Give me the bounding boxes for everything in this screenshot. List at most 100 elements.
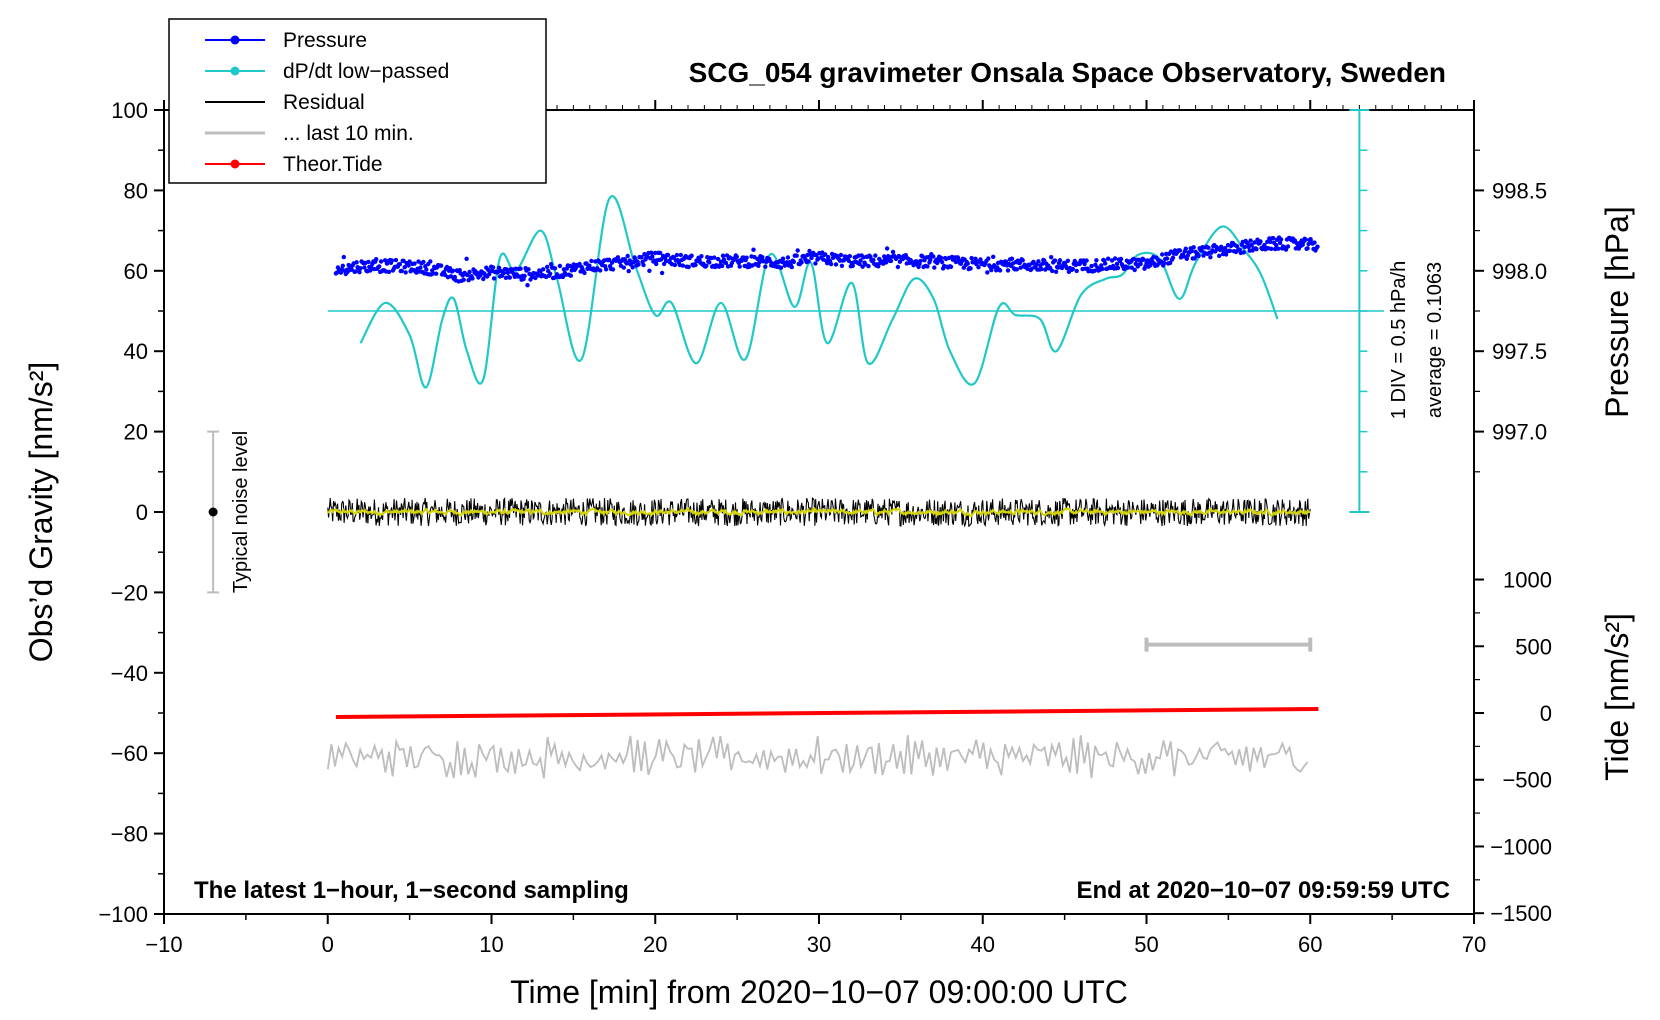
noise-label-text: Typical noise level — [230, 431, 252, 593]
y-tick-label: 80 — [124, 178, 148, 203]
pressure-point — [545, 264, 550, 270]
pressure-point — [1009, 256, 1015, 261]
pressure-point — [338, 270, 344, 275]
pressure-point — [763, 264, 768, 269]
pressure-point — [625, 253, 630, 259]
pressure-point — [403, 270, 408, 275]
pressure-point — [1115, 265, 1121, 271]
pressure-point — [491, 276, 497, 281]
pressure-point — [918, 258, 923, 264]
pressure-point — [1305, 246, 1310, 251]
pressure-point — [1248, 238, 1253, 243]
legend-marker — [230, 66, 240, 76]
pressure-point — [1177, 248, 1183, 253]
pressure-point — [393, 257, 399, 263]
pressure-point — [866, 264, 871, 269]
x-tick-label: 0 — [322, 932, 334, 957]
pressure-point — [672, 262, 678, 268]
pressure-point — [450, 268, 456, 273]
pressure-point — [481, 276, 486, 282]
legend-label: Pressure — [283, 29, 367, 52]
pressure-point — [720, 253, 726, 258]
pressure-point — [421, 259, 426, 265]
pressure-point — [397, 262, 402, 267]
pressure-point — [1234, 244, 1240, 249]
pressure-point — [650, 254, 655, 259]
pressure-point — [925, 264, 930, 269]
pressure-point — [1277, 240, 1283, 246]
pressure-point — [883, 260, 889, 265]
pressure-point — [447, 266, 453, 271]
pressure-point — [552, 266, 558, 271]
pressure-point — [1092, 268, 1097, 273]
legend: Pressure dP/dt low−passed Residual ... last… — [168, 18, 547, 184]
pressure-point — [568, 273, 573, 278]
pressure-point — [461, 277, 466, 282]
y-tick-label: −80 — [111, 822, 148, 847]
pressure-point — [756, 263, 761, 268]
pressure-point — [857, 261, 862, 267]
pressure-point — [1118, 256, 1124, 262]
pressure-point — [1014, 267, 1019, 272]
pressure-point — [1167, 260, 1173, 266]
pressure-point — [658, 257, 664, 262]
pressure-point — [973, 256, 978, 261]
chart-title: SCG_054 gravimeter Onsala Space Observat… — [689, 57, 1446, 88]
pressure-point — [1039, 266, 1044, 272]
pressure-point — [464, 256, 469, 261]
pressure-point — [358, 266, 363, 271]
pressure-point — [1103, 261, 1108, 266]
series-layer — [207, 109, 1384, 779]
pressure-point — [789, 264, 794, 270]
pressure-point — [1094, 258, 1099, 263]
pressure-point — [828, 261, 834, 267]
pressure-point — [1074, 268, 1079, 274]
pressure-point — [526, 267, 531, 272]
pressure-point — [603, 267, 609, 272]
pressure-point — [525, 283, 530, 288]
pressure-point — [778, 265, 784, 270]
pressure-point — [1020, 258, 1025, 263]
pressure-point — [598, 268, 603, 273]
pressure-point — [496, 265, 502, 270]
pressure-point — [858, 258, 863, 263]
pressure-point — [1196, 253, 1201, 259]
x-axis-title: Time [min] from 2020−10−07 09:00:00 UTC — [510, 974, 1128, 1010]
pressure-point — [1099, 263, 1104, 268]
pressure-point — [871, 257, 876, 263]
pressure-point — [465, 272, 470, 278]
div-label: 1 DIV = 0.5 hPa/h — [1388, 261, 1410, 419]
tide-tick-label: 500 — [1515, 634, 1552, 659]
pressure-point — [504, 267, 510, 272]
pressure-point — [1003, 259, 1009, 264]
pressure-point — [674, 252, 680, 258]
pressure-point — [424, 267, 429, 272]
pressure-point — [914, 259, 919, 264]
residual-smoothed-line — [327, 506, 1311, 518]
x-tick-label: 50 — [1134, 932, 1158, 957]
pressure-point — [719, 263, 725, 269]
pressure-point — [920, 254, 925, 259]
pressure-point — [948, 264, 954, 269]
tide-tick-label: −1500 — [1490, 901, 1552, 926]
pressure-point — [1082, 261, 1087, 267]
pressure-point — [757, 260, 762, 265]
pressure-point — [823, 252, 828, 257]
pressure-point — [642, 252, 647, 257]
pressure-point — [407, 259, 412, 264]
pressure-point — [833, 262, 839, 267]
pressure-point — [978, 257, 983, 262]
pressure-point — [636, 262, 641, 267]
dpdt-series-line — [359, 195, 1279, 389]
pressure-point — [986, 256, 991, 261]
x-tick-label: 30 — [807, 932, 831, 957]
pressure-point — [737, 264, 742, 269]
legend-marker — [230, 35, 240, 45]
pressure-point — [1106, 256, 1111, 261]
pressure-point — [386, 269, 392, 275]
x-tick-label: 40 — [971, 932, 995, 957]
x-tick-label: 70 — [1462, 932, 1486, 957]
pressure-point — [807, 248, 812, 254]
pressure-point — [1057, 258, 1063, 263]
pressure-point — [1164, 256, 1170, 261]
